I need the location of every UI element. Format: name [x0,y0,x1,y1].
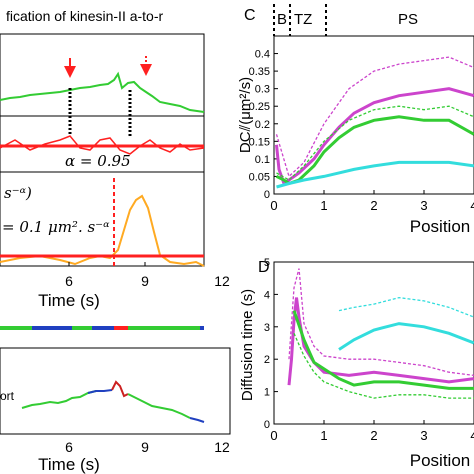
x-tick-label: 0 [270,428,277,443]
panel-d-xlabel: Position [410,451,470,470]
alpha-text: α = 0.95 [65,152,131,170]
y-tick-label: 5 [264,257,270,269]
y-tick-label: 0.15 [249,136,270,148]
y-tick-label: 0.05 [249,171,270,183]
panel-c-series [275,56,474,189]
left-panel-title: fication of kinesin-II a-to-r [6,8,164,24]
y-tick-label: 0.4 [255,49,270,61]
x-tick-label: 3 [420,428,427,443]
series-line-5 [288,268,474,377]
lower-x-label: Time (s) [38,455,100,474]
panel-d-ylabel: Diffusion time (s) [239,289,256,401]
series-line-5 [276,105,474,181]
formula-top: s⁻ᵅ) [4,184,32,202]
series-line-3 [338,322,474,351]
x-tick-label: 1 [320,428,327,443]
y-tick-label: 3 [264,322,270,334]
panel-c-x-axis: 0 1 2 3 4 [270,190,474,213]
x-tick-label: 4 [470,428,474,443]
y-tick-label: 1 [264,387,270,399]
lower-x-tick: 12 [214,439,230,455]
lower-x-axis: 6 9 12 [65,439,230,455]
panel-d-y-axis: 0 1 2 3 4 5 [264,257,278,431]
panel-c-y-axis: 0 0.05 0.1 0.15 0.2 0.25 0.3 0.35 0.4 [249,49,278,201]
x-tick-label: 4 [470,198,474,213]
upper-x-tick: 9 [141,273,149,289]
y-tick-label: 2 [264,354,270,366]
upper-x-tick: 6 [65,273,73,289]
upper-x-axis: 6 9 12 [65,262,230,289]
y-tick-label: 0.25 [249,101,270,113]
left-upper-axes [0,33,205,267]
series-line-4 [275,56,474,178]
x-tick-label: 1 [320,198,327,213]
upper-x-label: Time (s) [38,291,100,310]
lower-x-tick: 6 [65,439,73,455]
x-tick-label: 2 [370,428,377,443]
y-tick-label: 0.3 [255,84,270,96]
series-line-2 [292,310,474,390]
region-label-b: B [277,11,287,28]
arrow-down-icon [140,56,152,76]
panel-c-ylabel: DC⫽(μm²/s) [237,77,254,153]
track-green-1 [21,390,104,409]
panel-c-xlabel: Position [410,217,470,236]
track-blue-1 [87,389,113,394]
upper-x-tick: 12 [214,273,230,289]
series-line-4 [338,296,474,318]
series-line-2 [275,115,474,186]
arrow-down-icon [64,58,76,78]
y-tick-label: 0.1 [255,154,270,166]
formula-bottom: = 0.1 μm². s⁻ᵅ [2,218,110,236]
panel-d-x-axis: 0 1 2 3 4 [270,420,474,443]
track-label: ort [0,389,15,403]
orange-trace [0,194,205,267]
x-tick-label: 3 [420,198,427,213]
series-line-1 [287,297,474,386]
series-line-3 [276,160,474,189]
track-axes [0,347,231,435]
y-tick-label: 0 [264,419,270,431]
panel-c-label: C [244,7,256,24]
y-tick-label: 0.2 [255,119,270,131]
panel-c-axes [273,35,474,195]
track-blue-2 [189,417,205,423]
region-label-ps: PS [398,11,418,28]
x-tick-label: 0 [270,198,277,213]
y-tick-label: 0.35 [249,66,270,78]
series-line-6 [293,333,474,399]
series-line-1 [275,87,474,186]
red-trace [0,135,205,155]
panel-d-series [287,268,474,399]
green-trace [0,71,205,113]
panel-d-label: D [258,259,270,276]
lower-x-tick: 9 [141,439,149,455]
x-tick-label: 2 [370,198,377,213]
track-green-2 [127,393,191,419]
track-red [111,380,129,398]
y-tick-label: 0 [264,189,270,201]
state-bar [0,326,204,330]
region-label-tz: TZ [294,11,312,28]
y-tick-label: 4 [264,289,270,301]
